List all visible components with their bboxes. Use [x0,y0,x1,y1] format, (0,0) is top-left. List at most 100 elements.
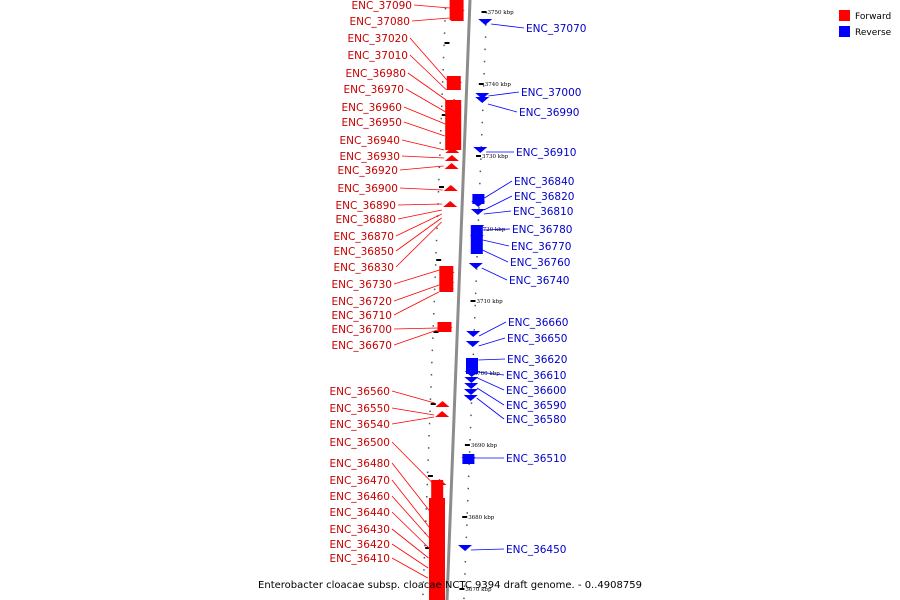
forward-gene-label: ENC_37010 [348,50,408,62]
major-tick [436,259,442,261]
reverse-gene-label: ENC_36740 [509,275,569,287]
minor-tick-left [431,349,434,352]
minor-tick-right [479,170,482,173]
legend-reverse-swatch [839,26,850,37]
forward-genes: ENC_37090 ENC_37080 ENC_37020 ENC_37010 ENC_… [330,0,465,600]
minor-tick-left [426,496,428,498]
forward-gene-arrow [440,267,455,273]
minor-tick-right [466,524,468,526]
reverse-leader-line [470,548,505,551]
minor-tick-right [467,500,469,502]
forward-leader-line [391,462,431,513]
minor-tick-left [438,166,441,169]
scale-label: 3670 kbp [465,587,492,593]
minor-tick-right [469,439,471,441]
forward-gene-arrow [435,411,450,417]
minor-tick-right [470,402,473,404]
forward-gene-label: ENC_36470 [330,475,390,487]
minor-tick-left [427,447,430,449]
reverse-leader-line [484,180,513,199]
forward-leader-line [397,203,443,206]
minor-tick-right [470,414,472,417]
forward-gene-arrow [450,15,465,21]
reverse-leader-line [483,210,512,215]
minor-tick-left [426,483,428,486]
forward-leader-line [391,557,428,579]
reverse-gene-arrow [463,395,478,401]
reverse-leader-line [487,103,518,113]
minor-tick-right [463,585,466,587]
major-tick [470,300,476,302]
minor-tick-right [474,304,476,307]
forward-leader-line [401,155,444,159]
forward-gene-label: ENC_36420 [330,539,390,551]
minor-tick-left [428,422,431,425]
forward-gene-arrow [444,163,459,169]
forward-leader-line [403,106,446,125]
minor-tick-left [429,410,431,413]
reverse-gene-label: ENC_36610 [506,370,566,382]
forward-leader-line [397,209,442,220]
forward-gene-label: ENC_36410 [330,553,390,565]
forward-gene-arrow [430,545,444,551]
forward-gene-label: ENC_37090 [352,0,412,12]
major-tick [462,516,468,518]
forward-leader-line [393,284,440,302]
minor-tick-right [463,597,465,600]
reverse-leader-line [491,23,525,29]
reverse-gene-label: ENC_36510 [506,453,566,465]
minor-tick-right [469,426,472,429]
forward-gene-arrow [429,553,444,559]
reverse-leader-line [482,239,510,247]
forward-gene-arrow [430,529,445,535]
minor-tick-left [433,313,435,315]
forward-gene-arrow [446,123,461,129]
minor-tick-left [435,252,437,254]
forward-leader-line [391,479,431,529]
map-caption: Enterobacter cloacae subsp. cloacae NCTC… [258,580,642,591]
forward-gene-label: ENC_36890 [336,200,396,212]
forward-leader-line [393,269,440,285]
reverse-gene-arrow [464,383,479,389]
forward-gene-arrow [440,277,455,283]
reverse-gene-arrow [458,545,472,551]
forward-gene-label: ENC_36460 [330,491,390,503]
reverse-gene-label: ENC_36580 [506,414,566,426]
forward-gene-label: ENC_36730 [332,279,392,291]
minor-tick-left [442,56,445,59]
scale-label: 3740 kbp [485,82,512,88]
forward-leader-line [409,37,448,81]
scale-label: 3690 kbp [471,443,498,449]
minor-tick-right [467,487,469,490]
reverse-gene-block [472,194,485,204]
forward-leader-line [411,17,450,22]
reverse-leader-line [483,228,511,231]
minor-tick-left [434,276,436,278]
forward-gene-label: ENC_36480 [330,458,390,470]
reverse-leader-line [482,249,509,263]
minor-tick-left [441,105,443,108]
minor-tick-left [434,264,437,266]
scale-label: 3680 kbp [468,515,495,521]
minor-tick-left [428,435,430,437]
forward-gene-label: ENC_36500 [330,437,390,449]
forward-leader-line [391,390,435,404]
reverse-gene-label: ENC_36620 [507,354,567,366]
minor-tick-right [478,207,480,209]
forward-gene-arrow [445,147,460,153]
forward-leader-line [401,139,445,151]
minor-tick-left [429,398,432,400]
legend-forward-swatch [839,10,850,21]
minor-tick-left [422,581,425,583]
minor-tick-right [476,256,478,258]
forward-leader-line [409,54,447,91]
major-tick [478,83,484,85]
forward-leader-line [391,511,430,549]
reverse-gene-arrow [465,341,480,347]
minor-tick-left [425,508,427,510]
reverse-leader-line [477,371,505,376]
reverse-leader-line [488,91,520,97]
minor-tick-right [464,573,466,575]
forward-gene-label: ENC_36880 [336,214,396,226]
major-tick [459,588,465,590]
